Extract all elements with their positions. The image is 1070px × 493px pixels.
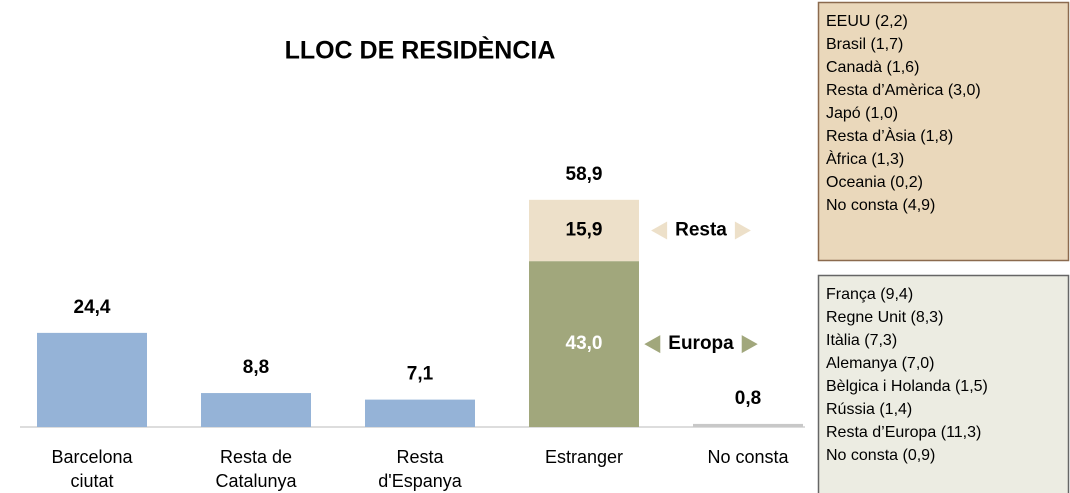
note-item: Alemanya (7,0) xyxy=(826,355,935,372)
bar xyxy=(529,199,639,262)
x-tick-label: d'Espanya xyxy=(378,471,462,491)
value-label: 24,4 xyxy=(74,297,111,318)
chart-title: LLOC DE RESIDÈNCIA xyxy=(285,36,556,65)
note-item: Canadà (1,6) xyxy=(826,59,919,76)
note-item: No consta (0,9) xyxy=(826,447,935,464)
note-box xyxy=(817,274,1070,493)
x-tick-label: Resta de xyxy=(220,447,292,467)
legend-arrow xyxy=(734,221,751,240)
legend-arrow xyxy=(651,221,668,240)
value-label: 0,8 xyxy=(735,388,761,409)
x-tick-label: Estranger xyxy=(545,447,623,467)
x-tick-label: ciutat xyxy=(70,471,113,491)
note-item: Resta d’Europa (11,3) xyxy=(826,424,981,441)
bar xyxy=(201,393,311,427)
bar xyxy=(365,399,475,427)
note-item: Itàlia (7,3) xyxy=(826,332,897,349)
legend-arrow xyxy=(741,335,758,354)
x-tick-label: Catalunya xyxy=(215,471,297,491)
legend-label: Resta xyxy=(675,219,727,240)
note-item: Oceania (0,2) xyxy=(826,174,923,191)
x-tick-label: Resta xyxy=(396,447,444,467)
value-label: 7,1 xyxy=(407,364,434,385)
x-tick-label: Barcelona xyxy=(51,447,133,467)
x-tick-label: No consta xyxy=(707,447,789,467)
note-item: Japó (1,0) xyxy=(826,105,898,122)
value-label: 8,8 xyxy=(243,357,269,378)
legend-label: Europa xyxy=(668,333,734,354)
note-item: França (9,4) xyxy=(826,286,913,303)
note-item: Resta d’Amèrica (3,0) xyxy=(826,82,981,99)
note-item: No consta (4,9) xyxy=(826,197,935,214)
bar xyxy=(693,423,803,427)
note-item: Resta d’Àsia (1,8) xyxy=(826,126,953,145)
bar xyxy=(529,261,639,427)
note-box xyxy=(817,1,1070,262)
total-label: 58,9 xyxy=(566,164,603,185)
bar xyxy=(37,332,147,427)
note-item: Àfrica (1,3) xyxy=(826,149,904,168)
note-item: Rússia (1,4) xyxy=(826,401,912,418)
note-item: Brasil (1,7) xyxy=(826,36,903,53)
value-label: 15,9 xyxy=(566,219,603,240)
note-item: EEUU (2,2) xyxy=(826,13,908,30)
legend-arrow xyxy=(644,335,661,354)
value-label: 43,0 xyxy=(566,333,603,354)
note-item: Bèlgica i Holanda (1,5) xyxy=(826,378,988,395)
note-item: Regne Unit (8,3) xyxy=(826,309,943,326)
